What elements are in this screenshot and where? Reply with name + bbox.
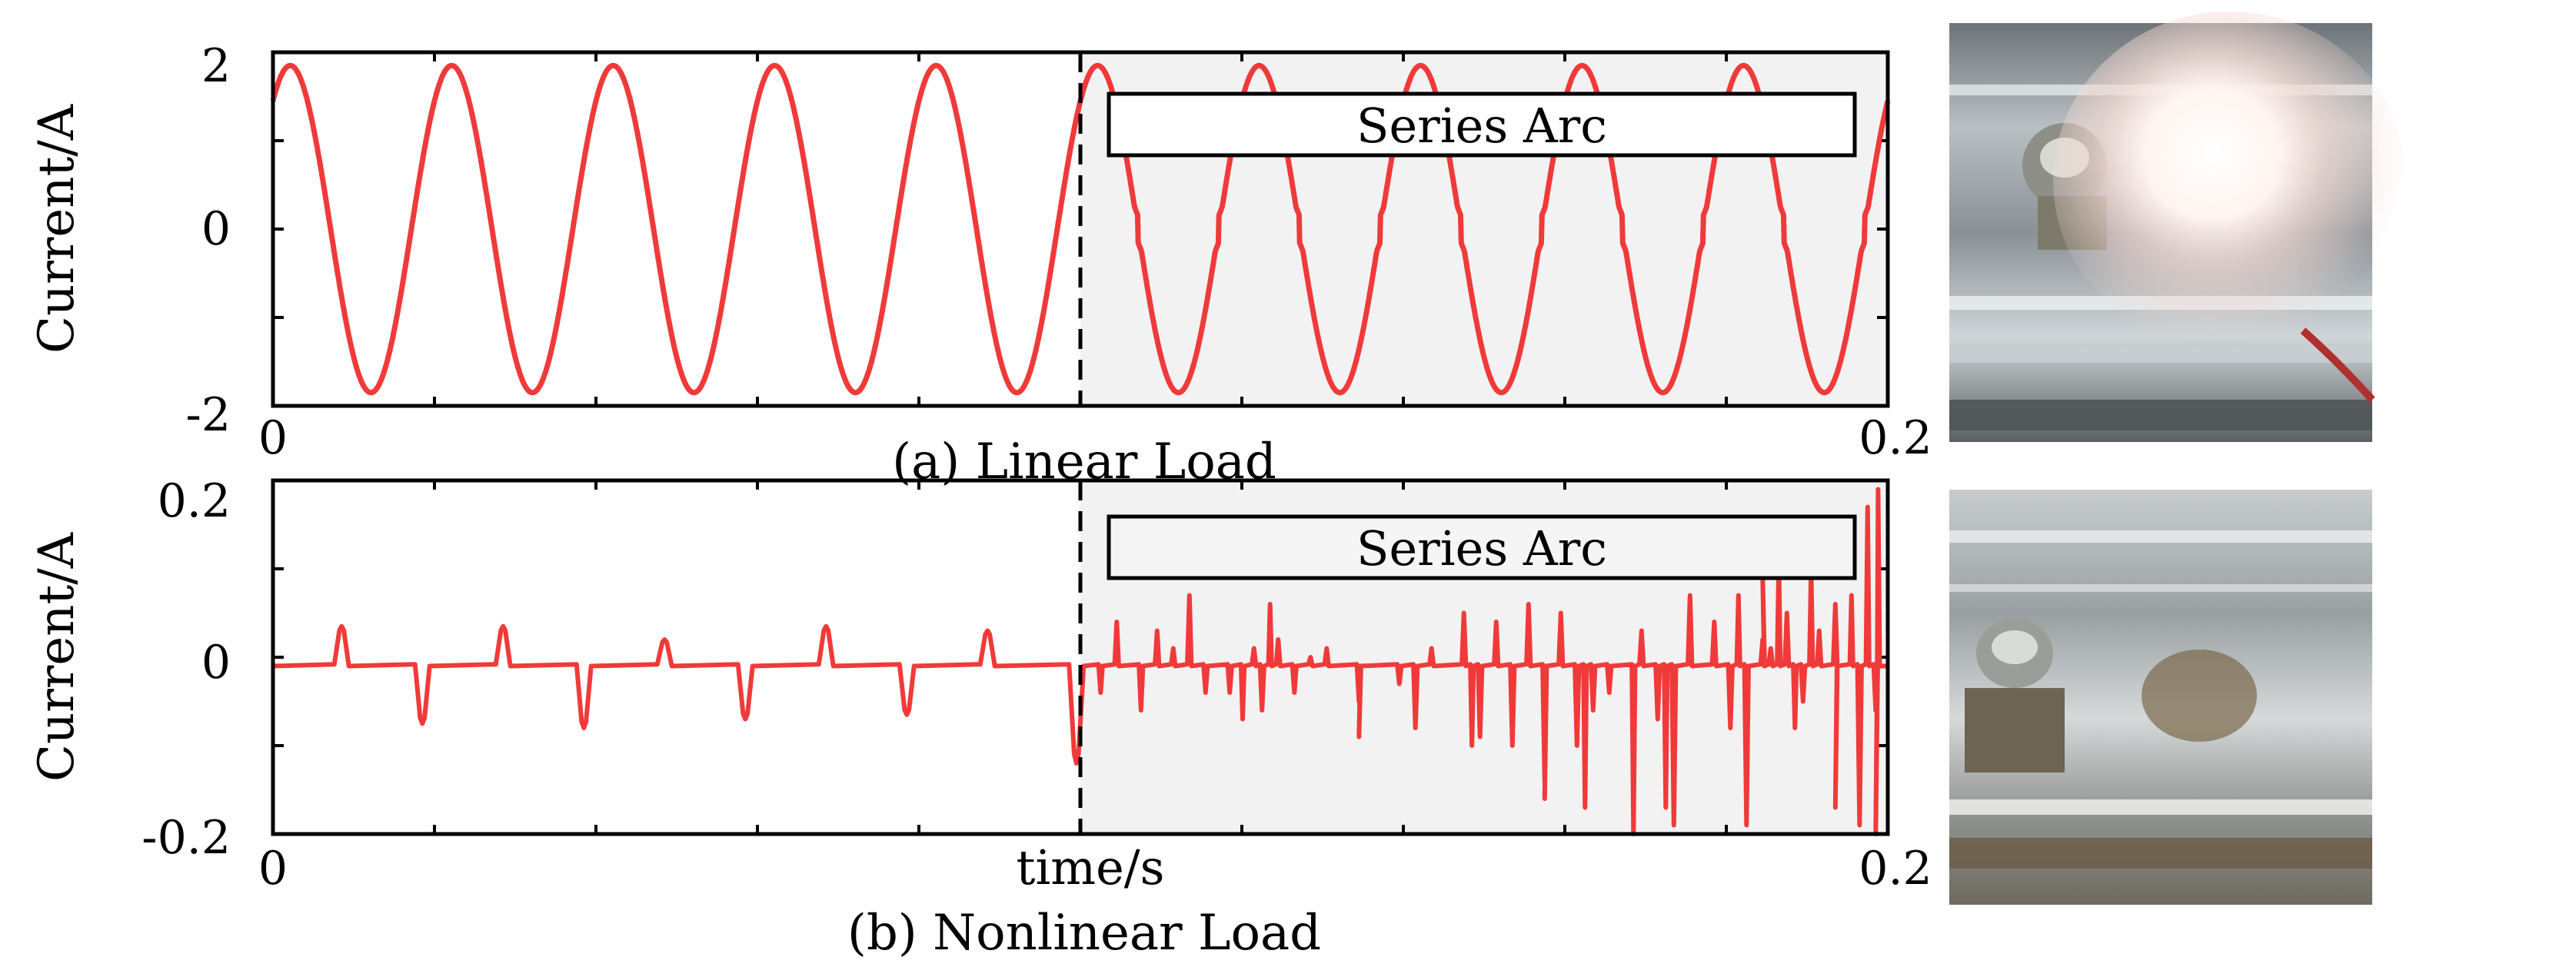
panel-b-ytick-mid: 0 (201, 636, 231, 690)
panel-b-frame (271, 478, 1890, 836)
panel-b: Series Arc 0.2 0 -0.2 0 0.2 time/s Curre… (28, 474, 1932, 962)
panel-a-xtick-right: 0.2 (1859, 411, 1932, 465)
panel-a-ytick-bottom: -2 (186, 388, 231, 442)
panel-b-xtick-left: 0 (258, 842, 288, 896)
panel-a-frame (271, 50, 1890, 408)
panel-b-caption: (b) Nonlinear Load (847, 905, 1321, 962)
panel-a-arc-label: Series Arc (1356, 98, 1607, 154)
arc-photo-linear (1949, 12, 2407, 442)
panel-a-y-axis-label: Current/A (28, 104, 85, 354)
panel-b-xtick-right: 0.2 (1859, 842, 1932, 896)
panel-a-xtick-left: 0 (258, 411, 288, 465)
panel-a: Series Arc 2 0 -2 0 0.2 Current/A (a) Li… (28, 39, 1932, 490)
panel-b-arc-label: Series Arc (1356, 520, 1607, 577)
panel-b-arc-label-box (1107, 514, 1857, 580)
panel-b-ytick-bottom: -0.2 (141, 811, 231, 865)
panel-a-ytick-top: 2 (201, 39, 231, 93)
panel-b-x-axis-label: time/s (1017, 839, 1165, 896)
arc-photo-nonlinear (1949, 490, 2372, 905)
panel-b-ytick-top: 0.2 (158, 474, 231, 528)
panel-b-y-axis-label: Current/A (28, 532, 85, 782)
panel-a-arc-label-box (1107, 91, 1857, 158)
panel-a-ytick-mid: 0 (201, 202, 231, 256)
